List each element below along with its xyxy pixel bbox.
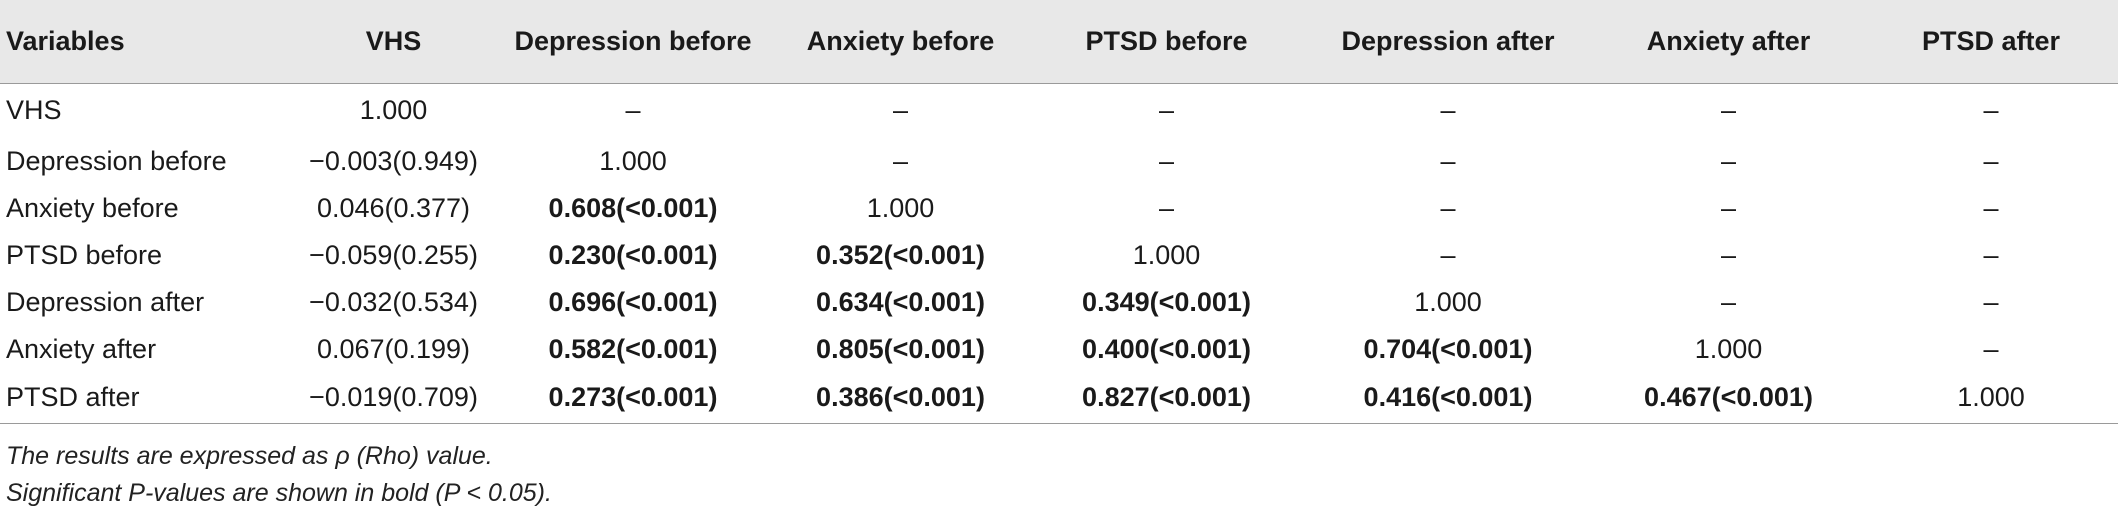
table-cell: 0.704(<0.001) <box>1363 334 1533 364</box>
header-variables: Variables <box>0 0 292 84</box>
header-ptsd-before: PTSD before <box>1030 0 1303 84</box>
table-cell: 0.349(<0.001) <box>1082 287 1251 317</box>
table-cell: – <box>1720 287 1737 317</box>
table-cell: 0.634(<0.001) <box>816 287 985 317</box>
table-cell: 1.000 <box>1132 240 1201 270</box>
row-label: Anxiety after <box>6 334 157 364</box>
table-cell: 0.400(<0.001) <box>1082 334 1251 364</box>
table-cell: – <box>1158 146 1175 176</box>
table-cell: – <box>1440 95 1456 126</box>
table-cell: – <box>1983 146 1999 176</box>
note-rho: The results are expressed as ρ (Rho) val… <box>6 441 493 470</box>
header-anxiety-before: Anxiety before <box>771 0 1030 84</box>
table-row: VHS 1.000 – – – – – – <box>0 83 2118 138</box>
note-significance: Significant P-values are shown in bold (… <box>6 478 552 507</box>
table-cell: – <box>1720 193 1737 223</box>
table-cell: 1.000 <box>1414 287 1482 317</box>
row-label: Anxiety before <box>6 193 179 223</box>
row-label: PTSD before <box>6 240 163 270</box>
table-cell: 0.046(0.377) <box>316 193 471 223</box>
table-cell: – <box>1440 146 1456 176</box>
table-row: Depression after −0.032(0.534) 0.696(<0.00… <box>0 279 2118 326</box>
table-cell: 0.386(<0.001) <box>771 373 1030 424</box>
table-cell: – <box>892 146 909 176</box>
header-row: Variables VHS Depression before Anxiety … <box>0 0 2118 84</box>
table-cell: 0.467(<0.001) <box>1593 373 1864 424</box>
table-cell: – <box>1720 146 1737 176</box>
table-cell: −0.032(0.534) <box>309 287 478 317</box>
table-cell: 1.000 <box>1864 373 2118 424</box>
table-row: Anxiety before 0.046(0.377) 0.608(<0.001) 1… <box>0 185 2118 232</box>
table-cell: – <box>1158 193 1175 223</box>
table-cell: – <box>625 95 641 126</box>
table-row: Depression before −0.003(0.949) 1.000 – – – – – <box>0 138 2118 185</box>
table-cell: – <box>1983 193 1999 223</box>
header-ptsd-after: PTSD after <box>1864 0 2118 84</box>
table-row: PTSD after −0.019(0.709) 0.273(<0.001) 0.38… <box>0 373 2118 424</box>
table-cell: – <box>1983 95 1999 126</box>
table-cell: – <box>1720 95 1737 126</box>
table-cell: 0.273(<0.001) <box>495 373 771 424</box>
table-cell: – <box>1983 240 1999 270</box>
table-cell: 0.230(<0.001) <box>548 240 718 270</box>
table-notes: The results are expressed as ρ (Rho) val… <box>0 424 2118 512</box>
table-cell: – <box>1158 95 1175 126</box>
table-cell: −0.003(0.949) <box>309 146 478 176</box>
table-cell: – <box>1983 334 1999 364</box>
row-label: VHS <box>6 95 62 126</box>
table-cell: 0.608(<0.001) <box>548 193 718 223</box>
header-depression-after: Depression after <box>1303 0 1593 84</box>
row-label: Depression before <box>6 146 227 176</box>
table-cell: −0.059(0.255) <box>309 240 478 270</box>
header-anxiety-after: Anxiety after <box>1593 0 1864 84</box>
table-cell: 0.582(<0.001) <box>548 334 718 364</box>
table-cell: −0.019(0.709) <box>292 373 495 424</box>
table-row: PTSD before −0.059(0.255) 0.230(<0.001) 0.3… <box>0 232 2118 279</box>
table-cell: 0.805(<0.001) <box>816 334 985 364</box>
table-cell: 0.827(<0.001) <box>1030 373 1303 424</box>
table-cell: – <box>892 95 909 126</box>
table-cell: 1.000 <box>359 95 428 126</box>
table-cell: – <box>1720 240 1737 270</box>
row-label: PTSD after <box>0 373 292 424</box>
table-cell: 0.067(0.199) <box>316 334 471 364</box>
table-cell: – <box>1440 193 1456 223</box>
row-label: Depression after <box>6 287 205 317</box>
table-cell: 0.416(<0.001) <box>1303 373 1593 424</box>
correlation-table: Variables VHS Depression before Anxiety … <box>0 0 2118 424</box>
table-cell: 1.000 <box>599 146 667 176</box>
table-row: Anxiety after 0.067(0.199) 0.582(<0.001) 0.… <box>0 326 2118 373</box>
table-cell: 1.000 <box>866 193 935 223</box>
table-cell: – <box>1983 287 1999 317</box>
table-body: VHS 1.000 – – – – – – Depression before −0.003(0.… <box>0 83 2118 424</box>
header-vhs: VHS <box>292 0 495 84</box>
table-cell: – <box>1440 240 1456 270</box>
table-cell: 0.352(<0.001) <box>816 240 985 270</box>
table-cell: 0.696(<0.001) <box>548 287 718 317</box>
header-depression-before: Depression before <box>495 0 771 84</box>
table-cell: 1.000 <box>1694 334 1763 364</box>
